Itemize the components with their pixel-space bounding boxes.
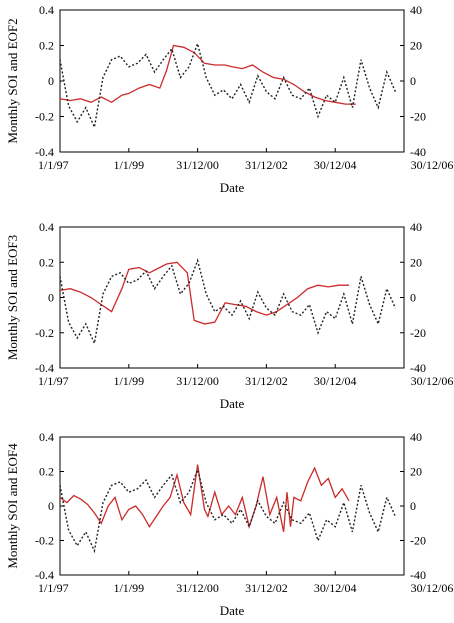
x-tick-label: 1/1/97	[38, 158, 69, 172]
x-tick-label: 31/12/00	[176, 158, 219, 172]
x-tick-label: 1/1/99	[113, 374, 144, 388]
x-tick-label: 30/12/06	[411, 158, 454, 172]
left-tick-label: 0.2	[39, 39, 54, 53]
x-axis-label: Date	[220, 603, 245, 618]
right-tick-label: 0	[410, 74, 416, 88]
plot-frame	[59, 226, 405, 369]
chart-panel-2: 0.4 0.2 0 -0.2 -0.4 40 20 0 -20 -40 1/1/97 1/1/99 31…	[5, 220, 453, 411]
right-tick-label: 20	[410, 255, 422, 269]
left-tick-label: 0	[48, 291, 54, 305]
left-tick-label: -0.4	[35, 145, 54, 159]
y-axis-label: Monthly SOI and EOF2	[5, 18, 20, 143]
x-tick-label: 31/12/02	[245, 158, 288, 172]
right-tick-label: 0	[410, 499, 416, 513]
left-tick-label: 0	[48, 74, 54, 88]
right-tick-label: 40	[410, 3, 422, 17]
x-axis-label: Date	[220, 396, 245, 411]
x-tick-label: 30/12/06	[411, 374, 454, 388]
right-tick-label: 20	[410, 465, 422, 479]
chart-panel-1: 0.4 0.2 0 -0.2 -0.4 40 20 0 -20 -40 1/1/97 1/1/99 31…	[5, 3, 453, 195]
left-tick-label: 0.4	[39, 220, 54, 234]
right-tick-label: 20	[410, 39, 422, 53]
left-tick-label: 0.2	[39, 255, 54, 269]
right-tick-label: -20	[410, 110, 426, 124]
y-axis-label: Monthly SOI and EOF4	[5, 443, 20, 569]
left-tick-label: 0.4	[39, 3, 54, 17]
eof-series-line	[60, 44, 356, 105]
soi-series-line	[60, 467, 397, 554]
eof-series-line	[60, 464, 350, 533]
right-tick-label: 0	[410, 291, 416, 305]
x-axis-label: Date	[220, 180, 245, 195]
chart-panel-3: 0.4 0.2 0 -0.2 -0.4 40 20 0 -20 -40 1/1/97 1/1/99 31…	[5, 430, 453, 618]
eof-series-line	[60, 261, 349, 325]
plot-frame	[59, 436, 405, 576]
right-tick-label: 40	[410, 220, 422, 234]
x-tick-label: 1/1/99	[113, 581, 144, 595]
right-tick-label: -20	[410, 326, 426, 340]
x-tick-label: 1/1/97	[38, 581, 69, 595]
soi-series-line	[60, 41, 397, 130]
left-tick-label: -0.2	[35, 534, 54, 548]
x-tick-label: 30/12/06	[411, 581, 454, 595]
soi-series-line	[60, 258, 397, 346]
x-tick-label: 31/12/00	[176, 581, 219, 595]
x-tick-label: 30/12/04	[314, 581, 357, 595]
right-tick-label: 40	[410, 430, 422, 444]
x-tick-label: 1/1/99	[113, 158, 144, 172]
plot-frame	[59, 9, 405, 153]
left-tick-label: -0.2	[35, 110, 54, 124]
right-tick-label: -40	[410, 361, 426, 375]
left-tick-label: 0.4	[39, 430, 54, 444]
right-tick-label: -40	[410, 145, 426, 159]
x-tick-label: 30/12/04	[314, 374, 357, 388]
left-tick-label: -0.4	[35, 361, 54, 375]
right-tick-label: -40	[410, 568, 426, 582]
x-tick-label: 30/12/04	[314, 158, 357, 172]
left-tick-label: 0	[48, 499, 54, 513]
x-tick-label: 31/12/00	[176, 374, 219, 388]
x-tick-label: 31/12/02	[245, 374, 288, 388]
left-tick-label: -0.4	[35, 568, 54, 582]
x-tick-label: 31/12/02	[245, 581, 288, 595]
y-axis-label: Monthly SOI and EOF3	[5, 235, 20, 360]
right-tick-label: -20	[410, 534, 426, 548]
left-tick-label: -0.2	[35, 326, 54, 340]
left-tick-label: 0.2	[39, 465, 54, 479]
x-tick-label: 1/1/97	[38, 374, 69, 388]
